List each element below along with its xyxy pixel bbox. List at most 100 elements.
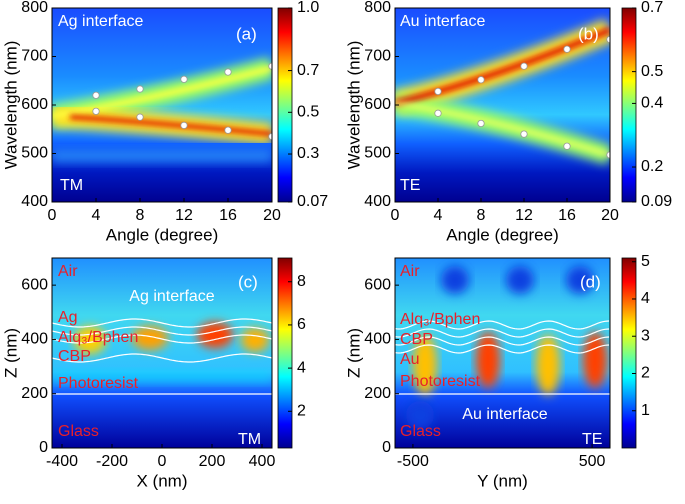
y-tick-label: 800 <box>21 0 48 16</box>
x-axis-label: Angle (degree) <box>446 225 558 244</box>
data-point <box>434 87 442 96</box>
annotation: Air <box>58 263 78 280</box>
x-tick-label: -500 <box>397 453 429 470</box>
colorbar-tick-label: 0.7 <box>297 62 319 79</box>
x-tick-label: 16 <box>558 207 576 224</box>
y-tick-label: 800 <box>364 0 391 16</box>
y-tick-label: 600 <box>364 276 391 293</box>
panel-label: (b) <box>578 24 599 43</box>
annotation: Photoresist <box>400 373 481 390</box>
y-tick-label: 600 <box>21 276 48 293</box>
annotation: Au interface <box>400 13 485 30</box>
colorbar-tick-label: 5 <box>641 253 650 270</box>
x-tick-label: 8 <box>136 207 145 224</box>
y-axis-label: Z (nm) <box>1 328 20 378</box>
x-tick-label: 500 <box>579 453 606 470</box>
annotation: Alq₃/Bphen <box>400 311 480 328</box>
annotation: TM <box>60 177 83 194</box>
y-tick-label: 400 <box>21 193 48 210</box>
annotation: CBP <box>58 348 91 365</box>
annotation: Ag interface <box>129 288 214 305</box>
annotation: Au <box>400 351 420 368</box>
annotation: TM <box>238 431 261 448</box>
data-point <box>224 68 232 76</box>
annotation: TE <box>582 431 602 448</box>
y-tick-label: 0 <box>382 439 391 456</box>
colorbar-tick-label: 0.4 <box>641 95 663 112</box>
x-tick-label: 0 <box>158 453 167 470</box>
annotation: Air <box>400 263 420 280</box>
x-tick-label: 200 <box>199 453 226 470</box>
y-tick-label: 0 <box>39 439 48 456</box>
annotation: CBP <box>400 331 433 348</box>
data-point <box>563 142 571 150</box>
x-tick-label: 4 <box>92 207 101 224</box>
data-point <box>520 130 528 138</box>
panel-label: (c) <box>238 272 258 291</box>
data-point <box>477 119 485 128</box>
y-tick-label: 200 <box>364 385 391 402</box>
y-tick-label: 700 <box>21 48 48 65</box>
interface-line <box>395 328 610 338</box>
colorbar-tick-label: 2 <box>297 403 306 420</box>
data-point <box>136 113 144 121</box>
colorbar <box>277 7 293 203</box>
data-point <box>92 107 100 115</box>
heatmap-a <box>52 8 272 202</box>
y-axis-label: Wavelength (nm) <box>344 41 363 170</box>
data-point <box>180 121 188 129</box>
data-point <box>520 62 528 70</box>
annotation: Au interface <box>462 406 547 423</box>
colorbar-tick-label: 0.5 <box>297 104 319 121</box>
x-axis-label: Angle (degree) <box>106 225 218 244</box>
annotation: Ag <box>58 309 78 326</box>
colorbar-tick-label: 0.2 <box>641 158 663 175</box>
data-point <box>563 45 571 53</box>
data-point <box>92 91 100 99</box>
annotation: TE <box>400 177 420 194</box>
annotation: Ag interface <box>58 13 143 30</box>
y-tick-label: 500 <box>21 145 48 162</box>
colorbar-tick-label: 1 <box>641 402 650 419</box>
annotation: Glass <box>58 423 99 440</box>
x-tick-label: 20 <box>263 207 281 224</box>
x-tick-label: 8 <box>477 207 486 224</box>
interface-line <box>395 336 610 346</box>
heatmap-c <box>52 258 272 448</box>
y-tick-label: 500 <box>364 145 391 162</box>
interface-line <box>52 318 272 328</box>
colorbar <box>621 7 637 203</box>
data-point <box>136 85 144 93</box>
data-point <box>224 126 232 134</box>
colorbar-tick-label: 2 <box>641 365 650 382</box>
x-tick-label: 400 <box>249 453 276 470</box>
x-tick-label: 0 <box>391 207 400 224</box>
colorbar-tick-label: 4 <box>641 290 650 307</box>
x-axis-label: X (nm) <box>137 471 188 490</box>
colorbar-tick-label: 0.3 <box>297 145 319 162</box>
annotation: Photoresist <box>58 375 139 392</box>
plot-frame <box>394 257 611 449</box>
y-tick-label: 400 <box>364 331 391 348</box>
colorbar-tick-label: 6 <box>297 316 306 333</box>
y-axis-label: Wavelength (nm) <box>1 41 20 170</box>
x-tick-label: 20 <box>601 207 619 224</box>
colorbar-tick-label: 8 <box>297 273 306 290</box>
heatmap-b <box>395 8 610 202</box>
colorbar <box>277 257 293 449</box>
x-tick-label: -200 <box>96 453 128 470</box>
data-point <box>180 75 188 83</box>
colorbar-tick-label: 4 <box>297 359 306 376</box>
y-tick-label: 400 <box>21 331 48 348</box>
colorbar-tick-label: 0.07 <box>297 193 328 210</box>
panel-label: (d) <box>580 272 601 291</box>
x-tick-label: 0 <box>48 207 57 224</box>
x-tick-label: -400 <box>46 453 78 470</box>
interface-line <box>52 353 272 363</box>
colorbar-tick-label: 0.7 <box>641 0 663 16</box>
x-tick-label: 12 <box>175 207 193 224</box>
y-tick-label: 700 <box>364 48 391 65</box>
panel-label: (a) <box>236 24 257 43</box>
y-tick-label: 200 <box>21 385 48 402</box>
